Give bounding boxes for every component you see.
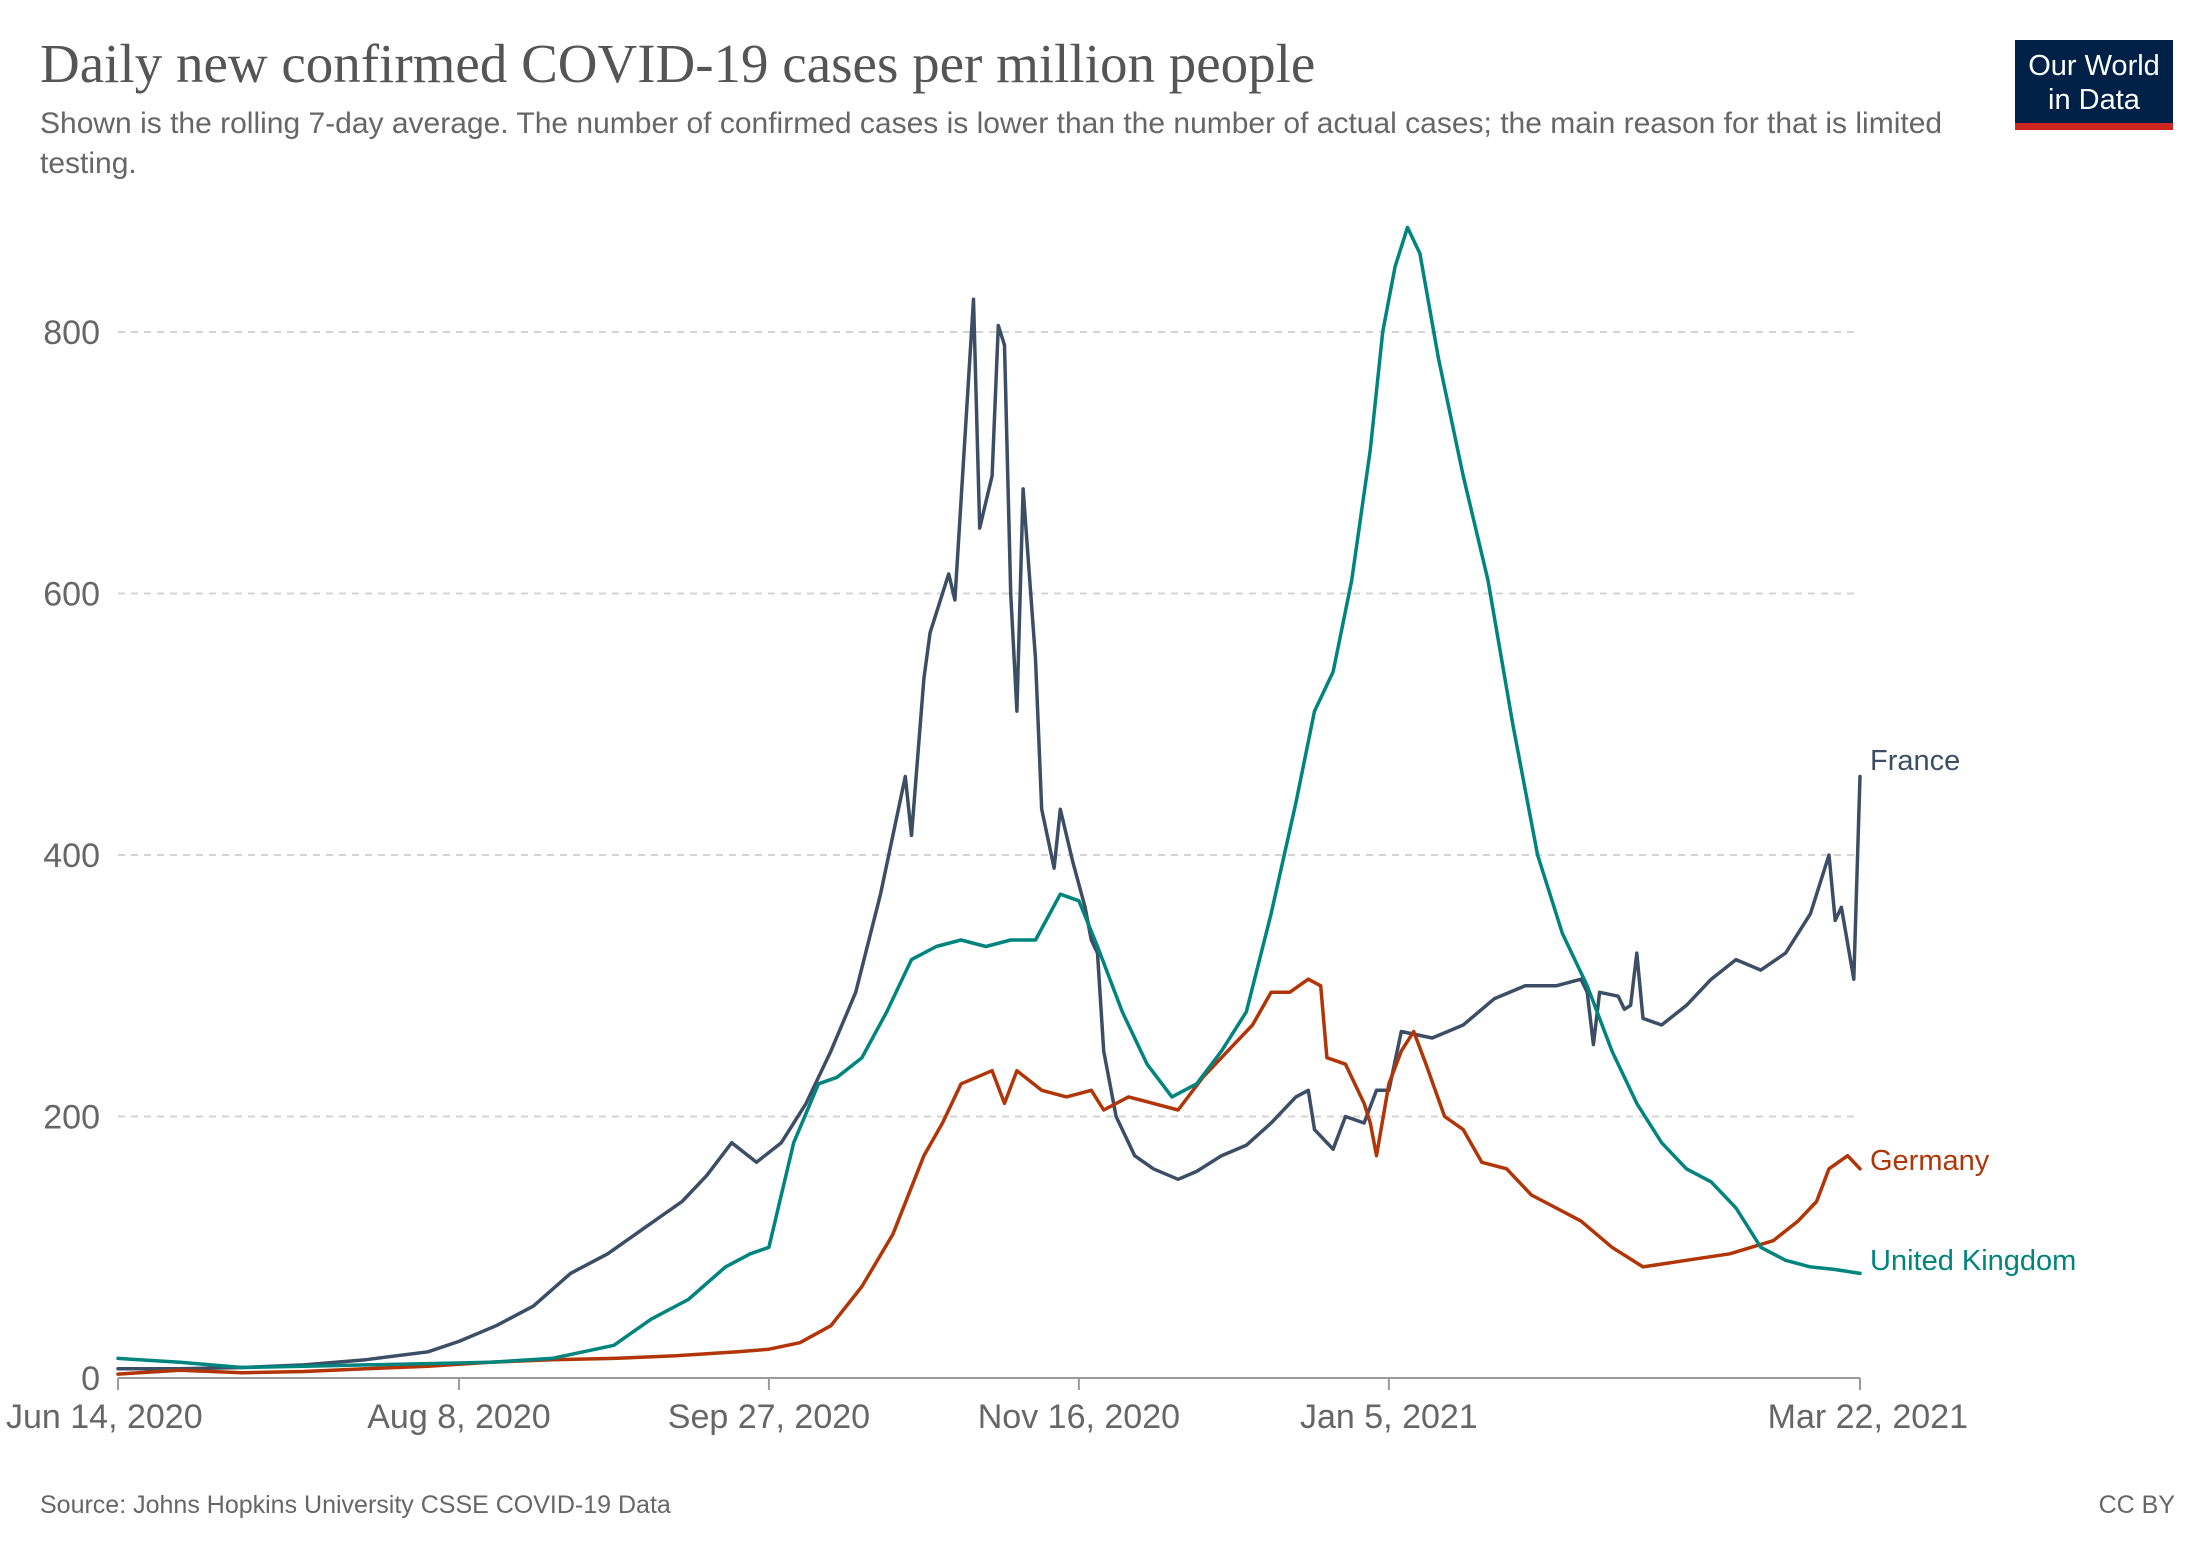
series-labels: France Germany United Kingdom [1870, 745, 2076, 1277]
chart-subtitle: Shown is the rolling 7-day average. The … [40, 107, 1943, 180]
x-tick-label: Mar 22, 2021 [1768, 1398, 1968, 1436]
gridlines [118, 331, 1860, 1118]
x-tick-label: Aug 8, 2020 [367, 1398, 550, 1436]
y-tick-label: 600 [43, 576, 100, 614]
chart-title: Daily new confirmed COVID-19 cases per m… [40, 33, 1316, 94]
logo-accent-bar [2015, 123, 2173, 130]
y-tick-label: 400 [43, 837, 100, 875]
y-tick-label: 800 [43, 314, 100, 352]
x-tick-label: Jun 14, 2020 [6, 1398, 203, 1436]
series-line-germany [116, 977, 1862, 1376]
logo-line-2: in Data [2048, 84, 2140, 116]
x-tick-label: Nov 16, 2020 [978, 1398, 1180, 1436]
source-note[interactable]: Source: Johns Hopkins University CSSE CO… [40, 1491, 671, 1519]
series-label-united-kingdom: United Kingdom [1870, 1245, 2076, 1277]
series-lines [116, 225, 1862, 1376]
series-label-germany: Germany [1870, 1145, 1990, 1177]
our-world-in-data-logo[interactable]: Our World in Data [2015, 40, 2173, 130]
x-tick-label: Sep 27, 2020 [668, 1398, 870, 1436]
axes: 0 200 400 600 800 Jun 14, 2020 Aug 8, 2020 Sep … [6, 314, 1968, 1436]
x-tick-label: Jan 5, 2021 [1300, 1398, 1478, 1436]
y-tick-label: 0 [81, 1360, 100, 1398]
series-label-france: France [1870, 745, 1960, 777]
series-line-united-kingdom [116, 225, 1862, 1370]
y-tick-label: 200 [43, 1099, 100, 1137]
license-link[interactable]: CC BY [2098, 1491, 2175, 1519]
logo-line-1: Our World [2028, 50, 2160, 82]
series-line-france [116, 297, 1862, 1371]
